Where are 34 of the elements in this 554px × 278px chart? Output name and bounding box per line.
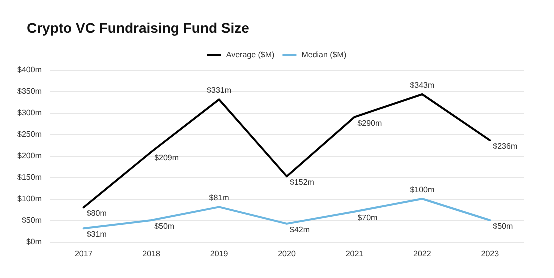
x-tick-label: 2017 xyxy=(74,250,94,258)
data-label: $31m xyxy=(86,230,108,240)
x-tick-label: 2022 xyxy=(414,250,432,258)
data-label: $100m xyxy=(410,186,435,194)
data-label: $50m xyxy=(493,222,514,231)
y-tick-label: $300m xyxy=(18,108,42,118)
y-tick-label: $150m xyxy=(18,173,42,182)
x-tick-label: 2023 xyxy=(481,250,500,258)
data-label: $42m xyxy=(290,225,310,234)
data-label: $70m xyxy=(358,213,378,222)
line-series xyxy=(82,94,492,209)
y-tick-label: $200m xyxy=(18,152,42,160)
x-tick-label: 2018 xyxy=(142,250,162,258)
y-tick-label: $400m xyxy=(18,66,42,74)
x-tick-label: 2021 xyxy=(346,250,364,258)
x-tick-label: 2019 xyxy=(210,250,229,258)
data-label: $236m xyxy=(493,142,518,152)
data-label: $290m xyxy=(358,118,383,128)
y-tick-label: $250m xyxy=(18,130,42,139)
x-tick-label: 2020 xyxy=(278,250,296,258)
legend-label: Average ($M) xyxy=(226,50,276,60)
data-label: $81m xyxy=(209,194,230,203)
legend-label: Median ($M) xyxy=(302,50,347,60)
data-label: $50m xyxy=(154,222,175,231)
data-label: $343m xyxy=(410,81,435,90)
data-label: $80m xyxy=(86,209,108,218)
data-label: $209m xyxy=(154,154,180,163)
y-tick-label: $0m xyxy=(26,238,42,246)
y-tick-label: $350m xyxy=(18,87,42,96)
data-label: $331m xyxy=(207,86,232,96)
y-tick-label: $50m xyxy=(22,216,42,225)
chart-title: Crypto VC Fundraising Fund Size xyxy=(27,20,250,36)
y-tick-label: $100m xyxy=(18,194,42,204)
data-label: $152m xyxy=(290,178,315,188)
